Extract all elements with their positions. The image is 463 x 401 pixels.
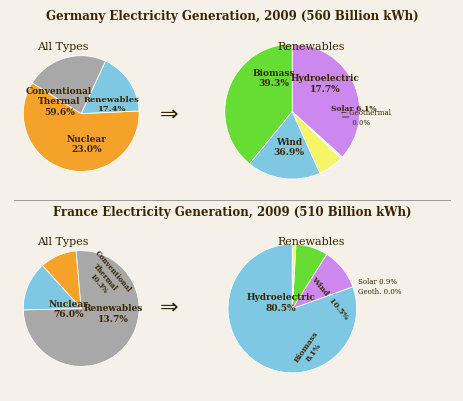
Text: Renewables
17.4%: Renewables 17.4% [83, 95, 139, 112]
Text: Nuclear
76.0%: Nuclear 76.0% [49, 299, 88, 318]
Text: Nuclear
23.0%: Nuclear 23.0% [67, 135, 106, 154]
Text: Biomass
39.3%: Biomass 39.3% [252, 69, 294, 88]
Text: All Types: All Types [37, 42, 88, 52]
Text: Renewables: Renewables [276, 237, 344, 247]
Wedge shape [23, 84, 139, 172]
Text: Renewables: Renewables [276, 42, 344, 52]
Wedge shape [227, 245, 356, 373]
Text: Solar 6.1%: Solar 6.1% [331, 105, 376, 113]
Text: France Electricity Generation, 2009 (510 Billion kWh): France Electricity Generation, 2009 (510… [53, 205, 410, 218]
Text: Wind  10.5%: Wind 10.5% [309, 274, 349, 320]
Wedge shape [23, 251, 139, 367]
Text: Germany Electricity Generation, 2009 (560 Billion kWh): Germany Electricity Generation, 2009 (56… [45, 10, 418, 23]
Text: Hydroelectric
17.7%: Hydroelectric 17.7% [290, 74, 358, 94]
Text: Wind
36.9%: Wind 36.9% [273, 138, 304, 157]
Wedge shape [81, 62, 139, 114]
Wedge shape [224, 45, 292, 164]
Text: ⇒: ⇒ [160, 297, 178, 317]
Wedge shape [32, 57, 105, 114]
Wedge shape [292, 245, 295, 309]
Text: Hydroelectric
80.5%: Hydroelectric 80.5% [246, 293, 314, 312]
Wedge shape [292, 112, 342, 159]
Text: Renewables
13.7%: Renewables 13.7% [83, 304, 142, 323]
Text: ← Geothermal
     0.0%: ← Geothermal 0.0% [340, 109, 390, 126]
Wedge shape [249, 112, 319, 180]
Wedge shape [292, 245, 326, 309]
Wedge shape [292, 255, 352, 309]
Text: Solar 0.9%
Geoth. 0.0%: Solar 0.9% Geoth. 0.0% [357, 278, 400, 295]
Wedge shape [292, 45, 359, 158]
Text: ⇒: ⇒ [160, 104, 178, 124]
Text: Biomass
8.1%: Biomass 8.1% [292, 329, 327, 369]
Wedge shape [42, 251, 81, 309]
Text: Conventional
Thermal
10.3%: Conventional Thermal 10.3% [79, 249, 132, 305]
Wedge shape [23, 266, 81, 310]
Text: All Types: All Types [37, 237, 88, 247]
Wedge shape [292, 112, 340, 174]
Text: Conventional
Thermal
59.6%: Conventional Thermal 59.6% [26, 87, 92, 116]
